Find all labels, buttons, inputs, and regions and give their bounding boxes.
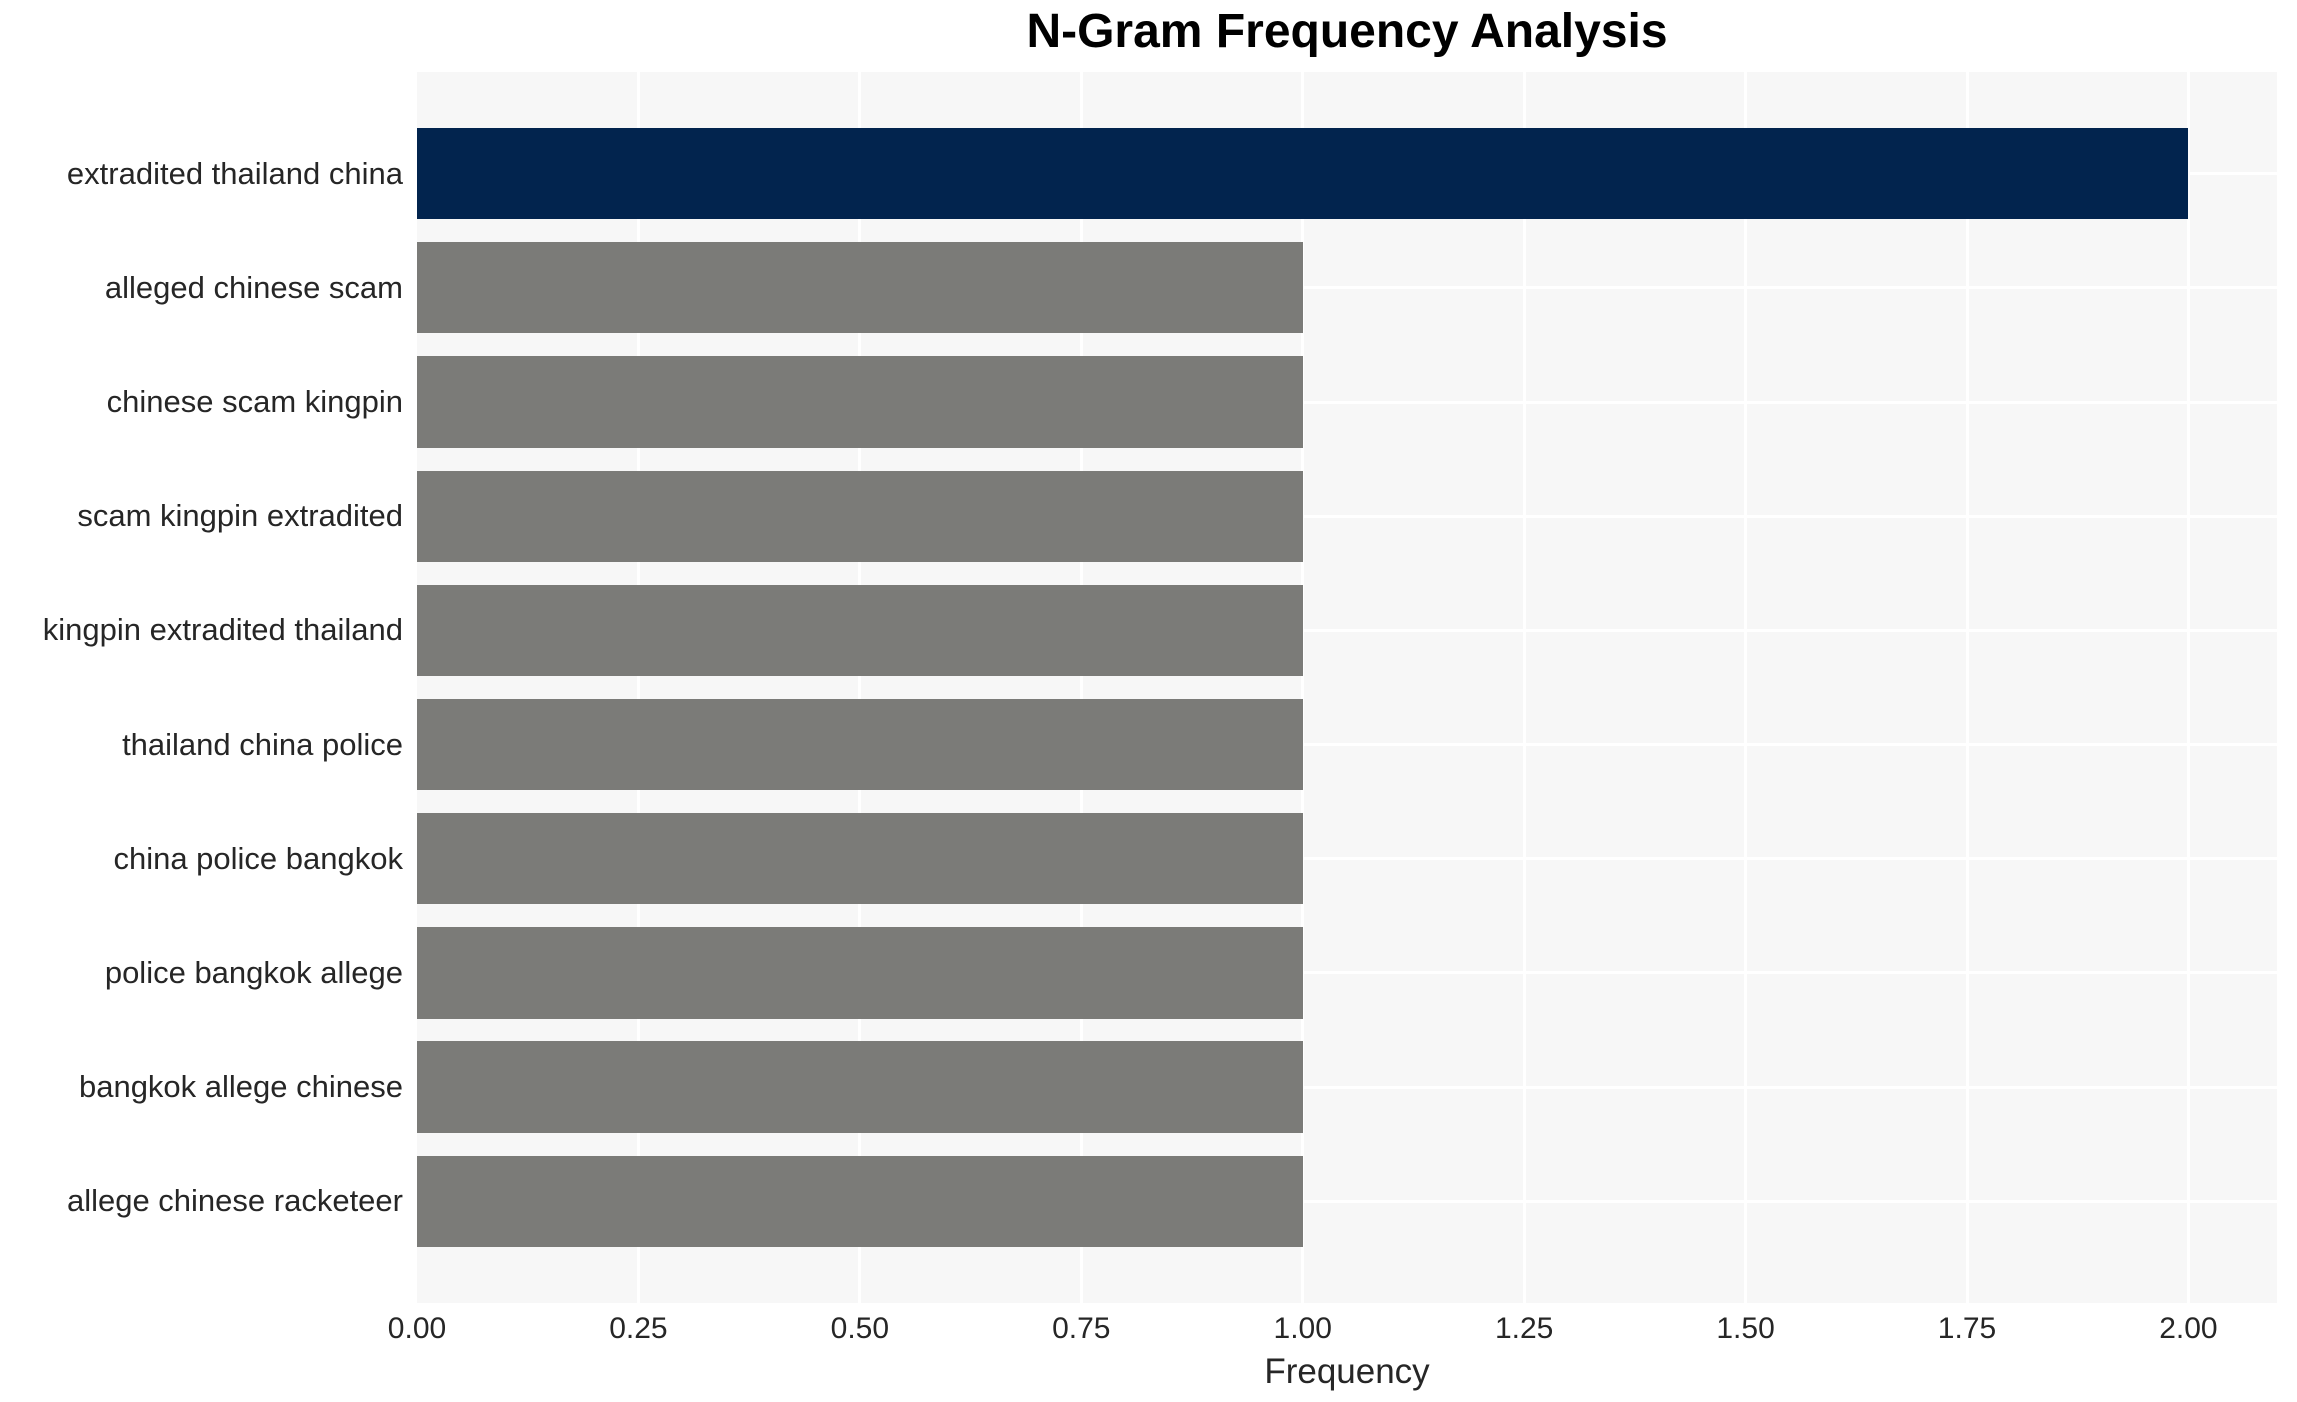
y-tick-label: china police bangkok xyxy=(113,840,403,876)
y-tick-label: bangkok allege chinese xyxy=(78,1069,403,1105)
gridline-horizontal xyxy=(417,628,2277,632)
x-tick-label: 2.00 xyxy=(2159,1312,2218,1345)
bar xyxy=(417,356,1303,448)
bar xyxy=(417,127,2189,220)
bar xyxy=(417,927,1303,1019)
gridline-vertical xyxy=(1744,72,1748,1303)
bar xyxy=(417,813,1303,905)
x-tick-label: 0.25 xyxy=(609,1312,668,1345)
bar xyxy=(417,1041,1303,1133)
gridline-vertical xyxy=(636,72,640,1303)
chart-title: N-Gram Frequency Analysis xyxy=(1026,5,1668,58)
x-axis-label: Frequency xyxy=(1264,1352,1430,1391)
x-tick-label: 0.50 xyxy=(830,1312,890,1345)
x-tick-label: 1.50 xyxy=(1716,1312,1775,1345)
bar xyxy=(417,698,1303,791)
bar xyxy=(417,470,1303,562)
gridline-horizontal xyxy=(417,1199,2277,1203)
gridline-horizontal xyxy=(417,971,2277,975)
bar xyxy=(417,242,1303,334)
bar xyxy=(417,584,1303,677)
gridline-vertical xyxy=(1522,72,1526,1303)
gridline-vertical xyxy=(858,72,862,1303)
gridline-vertical xyxy=(1301,72,1305,1303)
x-tick-label: 1.75 xyxy=(1937,1312,1997,1345)
gridline-horizontal xyxy=(417,400,2277,404)
x-axis-ticks: 0.00 0.25 0.50 0.75 1.00 1.25 1.50 1.75 2.00 xyxy=(388,1312,2277,1352)
gridline-horizontal xyxy=(417,857,2277,861)
x-tick-label: 1.25 xyxy=(1494,1312,1554,1345)
y-tick-label: thailand china police xyxy=(122,726,403,762)
gridline-vertical xyxy=(1079,72,1083,1303)
gridline-horizontal xyxy=(417,286,2277,290)
x-tick-label: 0.75 xyxy=(1052,1312,1111,1345)
y-tick-label: chinese scam kingpin xyxy=(106,384,403,420)
x-tick-label: 0.00 xyxy=(387,1312,447,1345)
gridline-horizontal xyxy=(417,514,2277,518)
bar xyxy=(417,1155,1303,1248)
x-tick-label: 1.00 xyxy=(1273,1312,1332,1345)
y-tick-label: extradited thailand china xyxy=(66,155,403,191)
plot-area xyxy=(417,72,2277,1303)
gridline-horizontal xyxy=(417,743,2277,747)
y-tick-label: allege chinese racketeer xyxy=(66,1183,403,1219)
y-tick-label: alleged chinese scam xyxy=(104,269,403,305)
y-tick-label: kingpin extradited thailand xyxy=(42,612,403,648)
gridline-vertical xyxy=(2186,72,2190,1303)
y-axis-labels: extradited thailand china alleged chinese… xyxy=(0,72,403,1303)
gridline-horizontal xyxy=(417,1085,2277,1089)
y-tick-label: police bangkok allege xyxy=(104,954,403,990)
gridline-vertical xyxy=(1965,72,1969,1303)
y-tick-label: scam kingpin extradited xyxy=(77,498,403,534)
